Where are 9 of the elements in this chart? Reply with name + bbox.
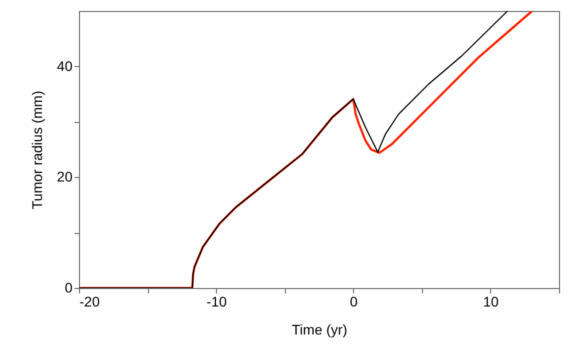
x-axis-title: Time (yr) bbox=[292, 322, 348, 338]
y-tick-label: 0 bbox=[64, 280, 73, 296]
y-axis-title: Tumor radius (mm) bbox=[28, 90, 45, 210]
x-tick-label: 0 bbox=[350, 294, 358, 310]
y-tick-label: 40 bbox=[56, 58, 73, 74]
x-tick-label: -10 bbox=[206, 294, 227, 310]
x-tick-label: 10 bbox=[483, 294, 499, 310]
x-tick-label: -20 bbox=[80, 294, 100, 310]
y-tick-label: 20 bbox=[56, 168, 73, 185]
